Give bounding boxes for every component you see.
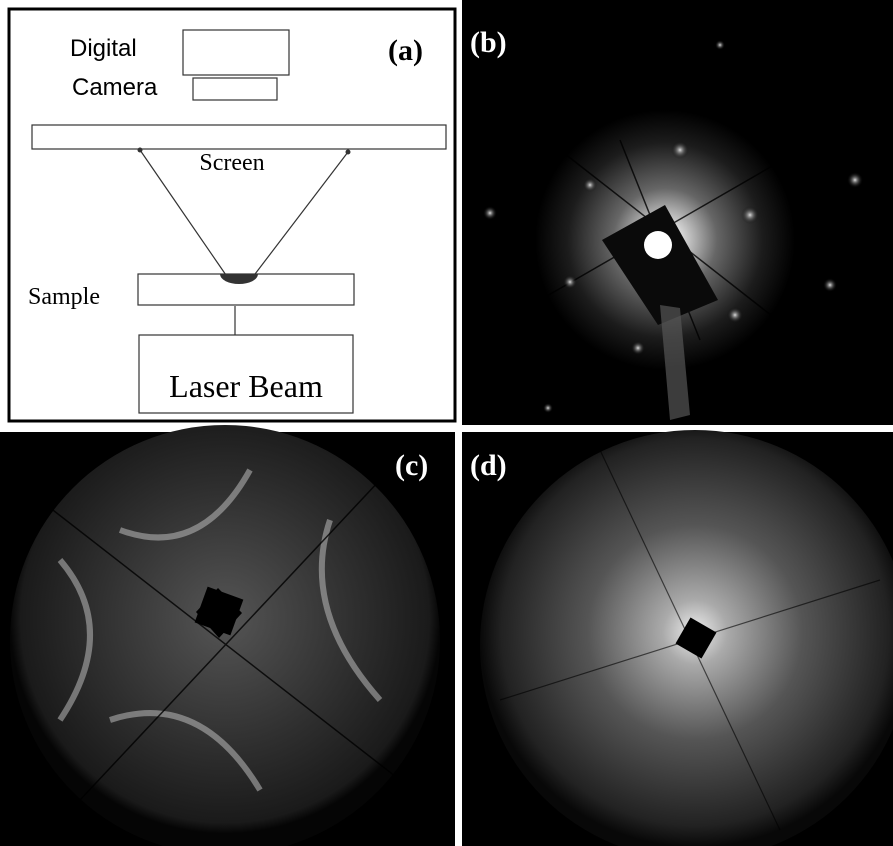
screen-label: Screen: [199, 150, 264, 176]
camera-body: [183, 30, 289, 75]
diffraction-disc: [10, 425, 440, 846]
ray-end: [346, 150, 351, 155]
laser-label: Laser Beam: [169, 368, 323, 404]
figure: Digital Camera (a) Screen Sample Laser B…: [0, 0, 893, 846]
panel-label: (b): [470, 26, 507, 59]
panel-a: Digital Camera (a) Screen Sample Laser B…: [9, 9, 455, 421]
screen: [32, 125, 446, 149]
panel-d: (d): [462, 430, 893, 846]
ray-end: [138, 148, 143, 153]
panel-label: (d): [470, 449, 507, 482]
sample-label: Sample: [28, 284, 100, 310]
camera-lens: [193, 78, 277, 100]
panel-b: (b): [462, 0, 893, 425]
panel-c: (c): [0, 425, 455, 846]
camera-label: Camera: [72, 74, 158, 101]
camera-label: Digital: [70, 35, 137, 62]
panel-label: (c): [395, 449, 428, 482]
panel-label: (a): [388, 34, 423, 67]
central-spot: [644, 231, 672, 259]
